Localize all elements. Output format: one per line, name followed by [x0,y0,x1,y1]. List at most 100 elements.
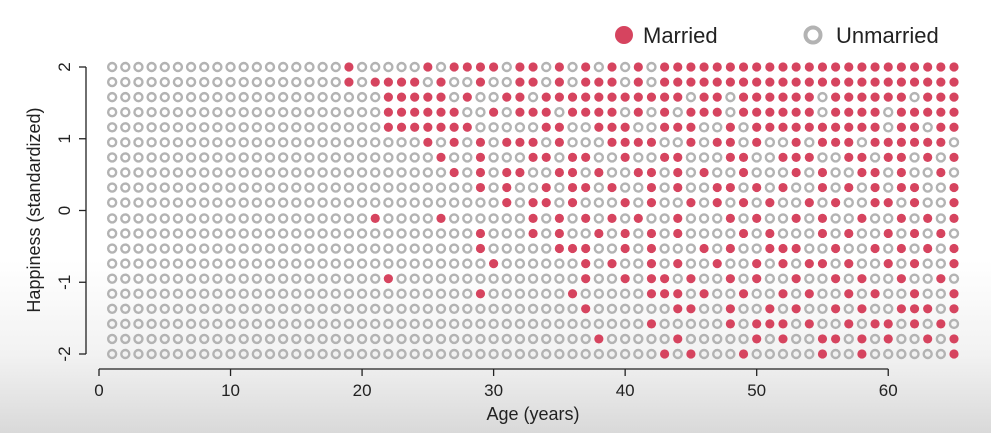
unmarried-point [370,122,381,133]
married-point [844,92,854,102]
unmarried-point [396,61,407,73]
married-point [475,137,486,147]
unmarried-point [685,318,697,330]
unmarried-point [685,228,697,239]
married-point [844,258,854,269]
unmarried-point [527,318,539,330]
unmarried-point [409,137,420,148]
unmarried-point [712,303,723,314]
married-point [673,92,683,102]
unmarried-point [277,303,289,314]
married-point [699,243,709,254]
married-point [765,228,775,239]
married-point [607,122,617,132]
unmarried-point [422,288,434,299]
married-point [686,62,696,72]
married-point [909,198,920,208]
unmarried-point [817,91,828,103]
unmarried-point [225,76,236,88]
married-point [949,304,959,314]
unmarried-point [619,213,631,224]
unmarried-point [212,213,223,224]
married-point [620,274,630,284]
married-point [436,77,446,87]
unmarried-point [383,258,394,269]
unmarried-point [133,243,144,254]
unmarried-point [304,137,315,148]
unmarried-point [106,213,118,224]
unmarried-point [790,333,802,345]
unmarried-point [356,303,368,314]
unmarried-point [725,333,736,345]
married-point [791,92,801,102]
unmarried-point [948,273,960,284]
unmarried-point [343,288,355,299]
unmarried-point [685,288,697,299]
unmarried-point [172,303,184,314]
unmarried-point [409,273,420,284]
unmarried-point [185,333,197,345]
unmarried-point [475,213,486,224]
unmarried-point [698,318,710,330]
married-point [738,77,749,87]
married-point [778,289,788,299]
unmarried-point [830,152,841,163]
unmarried-point [133,137,144,148]
unmarried-point [317,303,328,314]
married-point [857,349,867,359]
married-point [765,107,775,117]
unmarried-point [146,228,157,239]
unmarried-point [120,91,131,103]
unmarried-point [580,167,591,178]
married-point [817,62,828,72]
married-point [738,198,749,208]
married-point [673,304,683,314]
married-point [844,319,854,329]
unmarried-point [448,213,460,224]
unmarried-point [172,61,184,73]
unmarried-point [527,288,539,299]
married-point [515,107,525,117]
married-point [554,92,564,102]
x-axis-title: Age (years) [486,404,579,424]
unmarried-point [199,213,210,224]
unmarried-point [238,167,249,178]
unmarried-point [606,228,618,239]
unmarried-point [199,152,210,163]
unmarried-point [764,273,776,284]
unmarried-point [475,273,486,284]
married-point [581,304,591,314]
married-point [791,243,801,254]
unmarried-point [672,273,683,284]
unmarried-point [541,76,552,88]
unmarried-point [185,348,197,360]
unmarried-point [606,243,618,254]
unmarried-point [370,318,381,330]
unmarried-point [317,167,328,178]
married-point [831,122,841,132]
unmarried-point [304,303,315,314]
married-point [857,62,867,72]
married-point [936,228,946,239]
unmarried-point [527,258,539,269]
married-point [752,213,762,223]
unmarried-point [251,107,263,118]
unmarried-point [199,122,210,133]
unmarried-point [685,333,697,345]
married-point [909,137,920,147]
unmarried-point [185,258,197,269]
unmarried-point [396,243,407,254]
unmarried-point [790,197,802,208]
unmarried-point [356,182,368,193]
unmarried-point [830,213,841,224]
unmarried-point [922,167,933,178]
unmarried-point [567,333,578,345]
married-point [765,62,775,72]
unmarried-point [146,197,157,208]
married-point [909,258,920,269]
unmarried-point [106,152,118,163]
married-point [831,304,841,314]
unmarried-point [646,122,657,133]
unmarried-point [330,122,341,133]
